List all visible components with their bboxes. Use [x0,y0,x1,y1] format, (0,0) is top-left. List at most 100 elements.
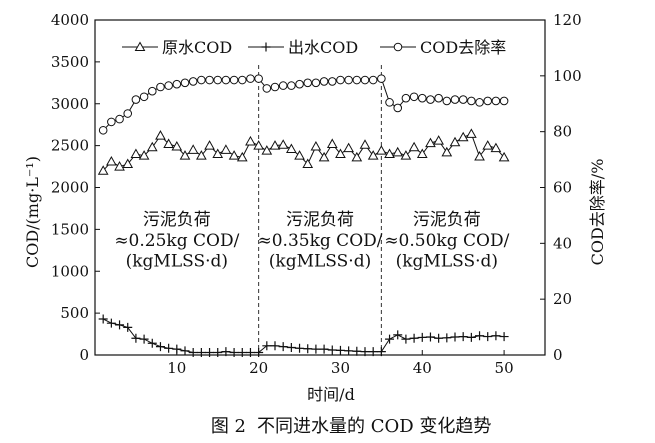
data-point-triangle [376,145,387,155]
data-point-circle [344,75,353,85]
data-point-triangle [245,135,256,146]
data-point-plus [188,347,198,357]
data-point-plus [286,342,296,352]
data-point-circle [352,75,362,85]
data-point-circle [172,79,182,89]
annotation-line: (kgMLSS·d) [396,252,498,272]
data-point-plus [401,334,411,344]
data-point-circle [188,77,198,86]
y-tick-label: 2000 [51,179,89,197]
data-point-circle [246,74,255,83]
data-point-triangle [302,158,314,169]
y-tick-label: 3000 [51,95,89,113]
data-point-triangle [384,148,395,158]
data-point-circle [107,117,116,127]
period-divider-lines [258,65,382,355]
y-tick-label: 1500 [51,220,89,238]
data-point-circle [295,79,304,89]
data-point-plus [311,344,321,354]
x-axis-title: 时间/d [307,385,355,404]
data-point-plus [303,344,313,354]
data-point-triangle [114,161,125,171]
data-point-plus [434,333,444,343]
data-point-triangle [367,150,379,160]
data-point-triangle [416,148,428,158]
data-point-circle [360,75,370,85]
data-point-triangle [236,151,248,162]
data-point-triangle [253,140,264,150]
data-point-circle [131,95,141,104]
data-point-circle [377,74,386,83]
data-point-circle [385,98,394,107]
data-point-circle [491,96,501,106]
y2-tick-label: 60 [553,179,572,197]
data-point-triangle [326,138,338,148]
data-point-triangle [171,140,183,151]
data-point-triangle [106,156,117,166]
data-point-circle [393,42,403,52]
series-triangle [97,128,510,175]
data-point-plus [139,334,149,344]
y2-axis-title: COD去除率/% [588,159,607,266]
data-point-plus [123,322,133,332]
data-point-circle [287,81,296,90]
y-tick-label: 4000 [51,11,89,29]
data-point-triangle [318,151,330,162]
data-point-circle [467,96,476,106]
y2-tick-label: 100 [553,67,582,85]
data-point-circle [229,75,239,85]
data-point-circle [417,93,427,103]
data-point-plus [237,347,247,357]
data-point-plus [409,333,419,343]
data-point-plus [98,314,108,324]
series-plus [98,314,509,357]
legend-item: 出水COD [248,38,358,57]
data-point-triangle [179,150,191,160]
data-point-circle [270,82,280,92]
x-tick-label: 50 [495,359,514,377]
data-point-circle [123,109,133,118]
y-axis-title: COD/(mg·L⁻¹) [23,156,42,268]
data-point-triangle [196,150,207,160]
plot-frame [94,19,546,356]
data-point-plus [106,318,116,328]
x-tick-label: 20 [249,359,268,377]
data-point-circle [254,74,263,83]
data-point-circle [98,125,108,135]
series-line [102,318,505,353]
annotation-line: ≈0.50kg COD/ [384,231,509,251]
data-point-circle [401,93,411,103]
data-point-triangle [155,130,166,140]
data-point-triangle [474,150,485,161]
data-point-plus [327,345,337,355]
data-point-circle [442,96,452,106]
annotation-line: 污泥负荷 [143,210,211,230]
x-tick-label: 30 [331,359,350,377]
data-point-plus [229,347,239,357]
annotation-line: ≈0.35kg COD/ [258,231,383,251]
axis-ticks: 0 500 1000 1500 2000 2500 3000 3500 4000 0 20 40 60 8… [51,11,582,377]
data-point-circle [336,75,345,85]
sludge-load-annotation: 污泥负荷≈0.50kg COD/(kgMLSS·d) [384,210,509,271]
y-tick-label: 2500 [51,137,89,155]
y-tick-label: 3500 [51,53,89,71]
data-point-triangle [359,139,371,149]
data-point-circle [205,75,214,85]
data-point-circle [426,95,435,104]
legend-item: COD去除率 [380,38,506,57]
data-point-circle [197,75,206,85]
legend-label: 原水COD [162,38,232,57]
data-point-plus [425,332,435,342]
y-tick-label: 500 [60,304,89,322]
data-point-triangle [498,151,510,162]
y-tick-label: 0 [79,346,89,364]
data-point-plus [483,332,493,342]
data-point-triangle [163,138,174,148]
data-point-plus [295,343,305,353]
data-point-plus [360,347,370,357]
data-point-circle [115,114,124,124]
data-point-plus [147,338,157,348]
data-point-circle [180,78,190,88]
data-point-circle [393,103,403,113]
